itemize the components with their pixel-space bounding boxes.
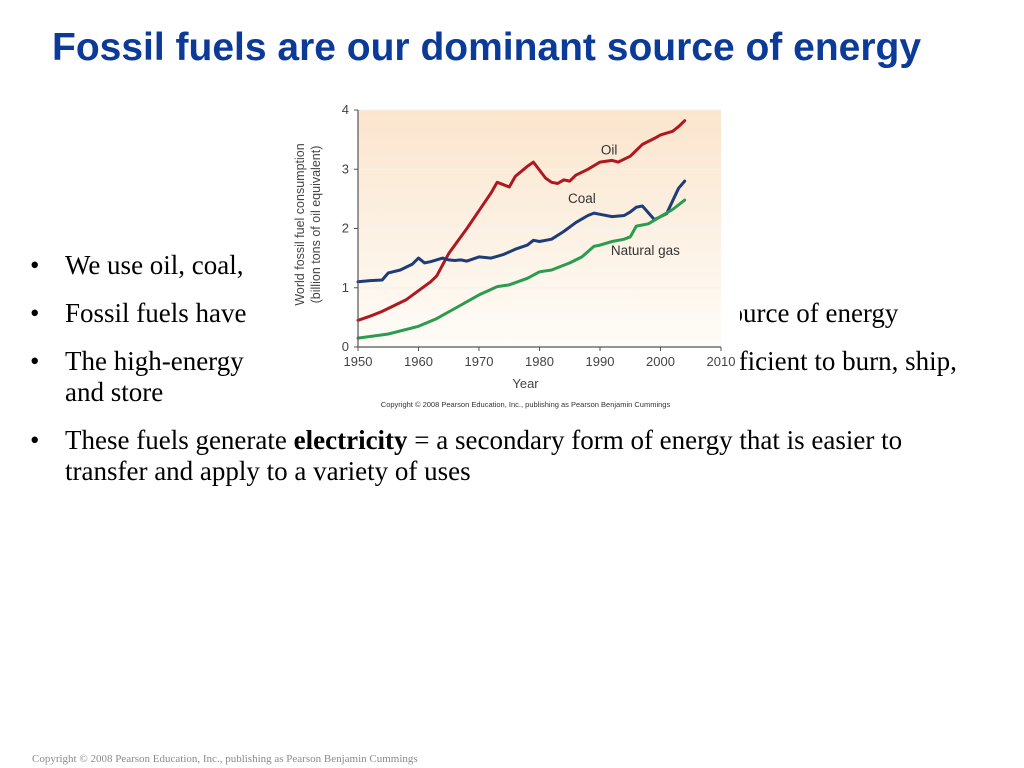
y-tick-label: 1 xyxy=(342,280,349,295)
bullet-dot: • xyxy=(30,425,40,455)
fossil-fuel-chart: 0 1 2 3 4 1950 1960 1970 1980 1990 2000 2010 Year Wo… xyxy=(288,98,740,416)
chart-copyright: Copyright © 2008 Pearson Education, Inc.… xyxy=(381,400,671,409)
y-tick-label: 4 xyxy=(342,102,349,117)
bullet-text-bold: electricity xyxy=(293,425,408,455)
y-axis-title-line: World fossil fuel consumption xyxy=(293,143,307,305)
x-tick-label: 1950 xyxy=(344,354,373,369)
bullet-text-pre: These fuels generate xyxy=(65,425,294,455)
series-label: Oil xyxy=(601,142,618,157)
y-tick-label: 3 xyxy=(342,161,349,176)
axes: 0 1 2 3 4 1950 1960 1970 1980 1990 2000 2010 xyxy=(342,102,736,369)
bullet-item: • Fossil fuels have nt source of energy xyxy=(30,298,980,329)
series-line-coal xyxy=(356,179,687,284)
x-axis-title: Year xyxy=(512,376,539,391)
bullet-dot: • xyxy=(30,298,40,328)
slide-title: Fossil fuels are our dominant source of … xyxy=(52,26,922,69)
bullet-dot: • xyxy=(30,250,40,280)
x-tick-label: 1990 xyxy=(586,354,615,369)
x-tick-label: 1970 xyxy=(465,354,494,369)
chart-svg: 0 1 2 3 4 1950 1960 1970 1980 1990 2000 2010 Year Wo… xyxy=(293,102,736,409)
bullet-text: We use oil, coal, xyxy=(65,250,244,280)
bullet-item: • These fuels generate electricity = a s… xyxy=(30,425,980,487)
bullet-item: • We use oil, coal, xyxy=(30,250,980,281)
x-tick-label: 1980 xyxy=(525,354,554,369)
chart-labels: Year World fossil fuel consumption (billio… xyxy=(293,142,680,409)
bullet-text: Fossil fuels have xyxy=(65,298,247,328)
y-tick-label: 0 xyxy=(342,339,349,354)
x-tick-label: 1960 xyxy=(404,354,433,369)
bullet-text: The high-energy xyxy=(65,346,244,376)
series-line-natural-gas xyxy=(356,198,687,340)
bullet-dot: • xyxy=(30,346,40,376)
bullet-text-post: = a secondary form of energy that is eas… xyxy=(65,425,903,486)
series-label: Natural gas xyxy=(611,243,680,258)
series-lines xyxy=(356,119,687,340)
y-tick-label: 2 xyxy=(342,221,349,236)
series-label: Coal xyxy=(568,191,596,206)
copyright-footer: Copyright © 2008 Pearson Education, Inc.… xyxy=(32,753,418,765)
x-tick-label: 2010 xyxy=(707,354,736,369)
x-tick-label: 2000 xyxy=(646,354,675,369)
series-line-oil xyxy=(356,119,687,322)
y-axis-title-line: (billion tons of oil equivalent) xyxy=(309,146,323,304)
y-axis-title: World fossil fuel consumption (billion to… xyxy=(293,143,323,305)
